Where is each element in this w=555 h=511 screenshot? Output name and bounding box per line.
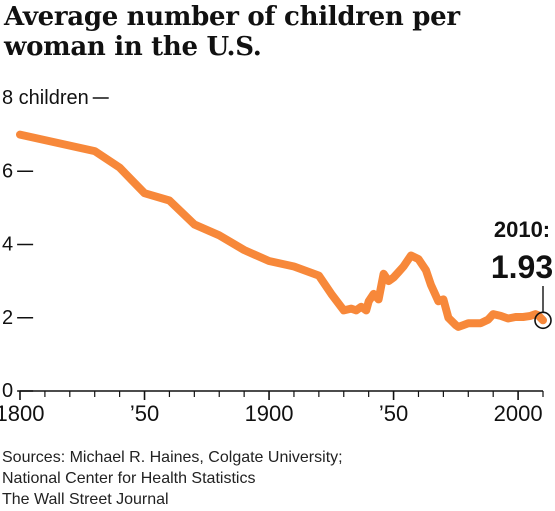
x-axis: 1800 ’50 1900 ’50 2000 [0,390,544,426]
annotation-marker [534,311,552,330]
y-tick-label: 0 [2,380,13,402]
line-chart: 0 2 4 6 8 children 1800 ’50 1900 ’50 2000 2010: … [0,87,553,426]
x-tick-label: 1800 [0,401,44,426]
x-tick-label: ’50 [130,401,159,426]
series-group [16,130,547,331]
x-tick-label: 2000 [494,401,543,426]
y-tick-label: 8 children [2,87,89,109]
y-tick-label: 6 [2,160,13,182]
annotation-group: 2010: 1.93 [491,217,553,330]
chart-title: Average number of children per woman in … [4,2,549,62]
annotation-year-label: 2010: [494,217,550,242]
chart-title-line-2: woman in the U.S. [4,32,262,62]
sources-note: Sources: Michael R. Haines, Colgate Univ… [2,447,343,510]
y-tick-label: 2 [2,307,13,329]
x-tick-label: 1900 [245,401,294,426]
sources-line-1: Sources: Michael R. Haines, Colgate Univ… [2,449,343,466]
sources-line-2: National Center for Health Statistics [2,470,256,487]
x-tick-label: ’50 [379,401,408,426]
y-tick-label: 4 [2,234,13,256]
y-axis: 0 2 4 6 8 children [2,87,109,402]
series-line [16,130,547,331]
annotation-value-label: 1.93 [491,249,553,285]
sources-line-3: The Wall Street Journal [2,491,169,508]
chart-title-line-1: Average number of children per [4,2,460,32]
